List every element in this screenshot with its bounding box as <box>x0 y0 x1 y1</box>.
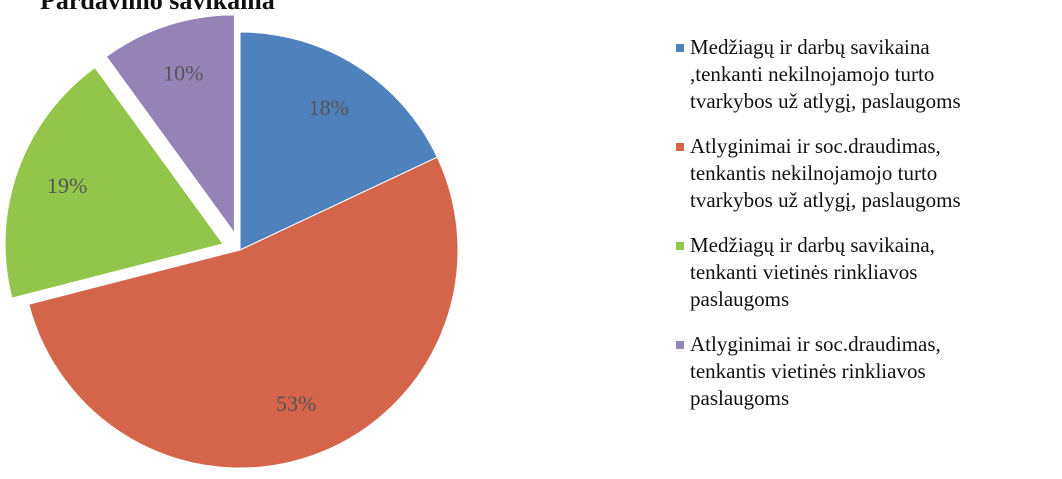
legend-label: Medžiagų ir darbų savikaina ,tenkanti ne… <box>690 35 961 113</box>
chart: 18% 53% 19% 10% <box>4 14 459 469</box>
legend-item: Medžiagų ir darbų savikaina, tenkanti vi… <box>676 232 1062 313</box>
legend-label: Atlyginimai ir soc.draudimas, tenkantis … <box>690 134 961 212</box>
legend-swatch <box>676 341 684 349</box>
data-label: 10% <box>163 60 203 85</box>
chart-title: Pardavimo savikaina <box>40 0 275 15</box>
legend-label: Medžiagų ir darbų savikaina, tenkanti vi… <box>690 233 935 311</box>
pie-slice <box>28 156 459 469</box>
pie-slice <box>4 66 224 299</box>
data-label: 18% <box>309 95 349 120</box>
legend: Medžiagų ir darbų savikaina ,tenkanti ne… <box>676 34 1062 430</box>
legend-swatch <box>676 44 684 52</box>
legend-label: Atlyginimai ir soc.draudimas, tenkantis … <box>690 332 941 410</box>
data-label: 19% <box>47 173 87 198</box>
legend-swatch <box>676 242 684 250</box>
data-label: 53% <box>276 391 316 416</box>
pie-slice <box>105 14 235 235</box>
legend-item: Atlyginimai ir soc.draudimas, tenkantis … <box>676 331 1062 412</box>
legend-item: Atlyginimai ir soc.draudimas, tenkantis … <box>676 133 1062 214</box>
pie-slice <box>239 31 438 251</box>
legend-swatch <box>676 143 684 151</box>
legend-item: Medžiagų ir darbų savikaina ,tenkanti ne… <box>676 34 1062 115</box>
